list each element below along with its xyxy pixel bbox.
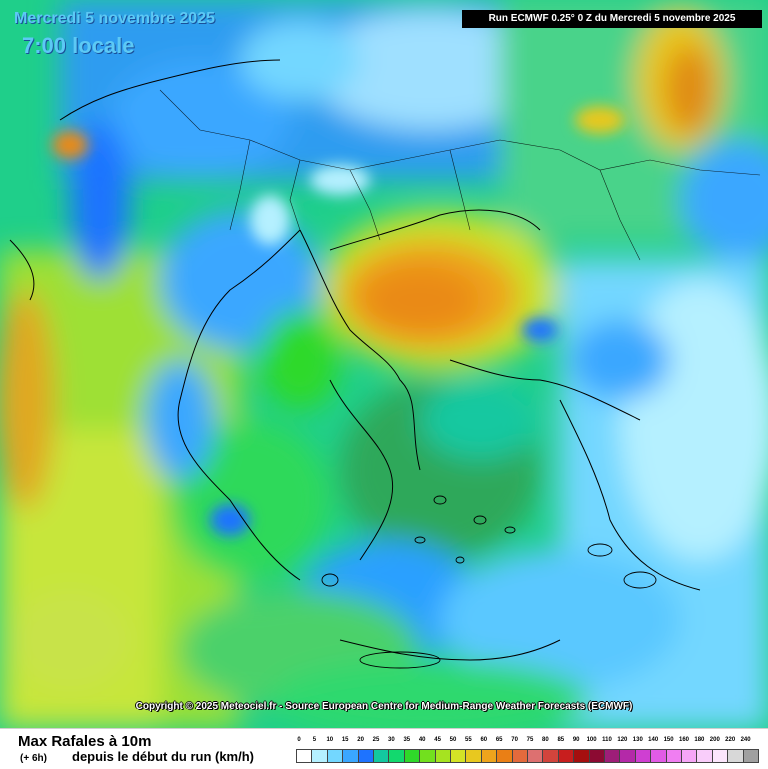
legend-swatch bbox=[434, 749, 451, 763]
borders bbox=[159, 89, 761, 261]
legend-swatch bbox=[665, 749, 682, 763]
gust-detail bbox=[52, 106, 625, 536]
legend-label: 75 bbox=[526, 737, 534, 743]
legend-label: 130 bbox=[632, 737, 643, 743]
legend-swatch bbox=[403, 749, 421, 763]
wind-gust-map: Mercredi 5 novembre 2025 7:00 locale Run… bbox=[0, 0, 768, 728]
legend-label: 60 bbox=[480, 737, 488, 743]
legend-swatch bbox=[711, 749, 729, 763]
legend-swatch bbox=[388, 749, 405, 763]
legend-swatch bbox=[326, 749, 344, 763]
legend-label: 35 bbox=[403, 737, 411, 743]
legend-swatch bbox=[742, 749, 759, 763]
legend-swatch bbox=[511, 749, 528, 763]
islands bbox=[321, 495, 657, 669]
legend-swatch bbox=[465, 749, 482, 763]
legend-swatch bbox=[450, 749, 467, 763]
legend-label: 15 bbox=[341, 737, 349, 743]
forecast-step: (+ 6h) bbox=[20, 753, 47, 764]
legend-swatch bbox=[604, 749, 621, 763]
legend-label: 100 bbox=[586, 737, 597, 743]
legend-swatch bbox=[573, 749, 590, 763]
forecast-time: 7:00 locale bbox=[22, 33, 135, 58]
legend-swatch bbox=[480, 749, 498, 763]
legend-label: 70 bbox=[511, 737, 518, 743]
legend-swatch bbox=[542, 749, 559, 763]
legend-label: 240 bbox=[740, 737, 751, 743]
legend-label: 220 bbox=[725, 737, 736, 743]
legend-swatch bbox=[496, 749, 513, 763]
legend-swatch bbox=[373, 749, 390, 763]
legend-label: 45 bbox=[434, 737, 441, 743]
legend-label: 80 bbox=[542, 737, 549, 743]
legend-label: 140 bbox=[648, 737, 659, 743]
legend-swatch bbox=[419, 749, 436, 763]
map-canvas bbox=[0, 0, 768, 728]
run-info: Run ECMWF 0.25° 0 Z du Mercredi 5 novemb… bbox=[462, 10, 762, 28]
legend-label: 25 bbox=[372, 737, 380, 743]
legend-label: 110 bbox=[602, 737, 612, 743]
legend-swatch bbox=[296, 749, 313, 763]
legend-label: 5 bbox=[312, 737, 317, 743]
legend-swatch bbox=[311, 749, 328, 763]
legend-swatch bbox=[650, 749, 667, 763]
legend-label: 160 bbox=[678, 737, 690, 743]
legend-swatch bbox=[696, 749, 713, 763]
legend-label: 85 bbox=[557, 737, 565, 743]
legend-label: 150 bbox=[663, 737, 674, 743]
legend-swatch bbox=[527, 749, 544, 763]
legend-swatch bbox=[357, 749, 374, 763]
parameter-title: Max Rafales à 10m bbox=[18, 733, 152, 750]
legend-swatch bbox=[342, 749, 359, 763]
legend-label: 30 bbox=[388, 737, 395, 743]
legend-label: 50 bbox=[449, 737, 457, 743]
legend-label: 180 bbox=[694, 737, 705, 743]
legend-label: 20 bbox=[357, 737, 364, 743]
legend-label: 55 bbox=[465, 737, 472, 743]
legend-swatch bbox=[588, 749, 605, 763]
legend-swatch bbox=[557, 749, 575, 763]
legend-label: 10 bbox=[326, 737, 334, 743]
parameter-subtitle: depuis le début du run (km/h) bbox=[72, 749, 254, 764]
legend-swatch bbox=[681, 749, 698, 763]
legend-label: 120 bbox=[617, 737, 628, 743]
legend-label: 40 bbox=[418, 737, 426, 743]
footer: Max Rafales à 10m (+ 6h) depuis le début… bbox=[0, 728, 768, 769]
gust-field bbox=[0, 0, 768, 728]
legend-label: 90 bbox=[572, 737, 580, 743]
legend-label: 0 bbox=[297, 737, 301, 743]
legend-label: 65 bbox=[495, 737, 503, 743]
coastlines bbox=[9, 59, 701, 661]
copyright-notice: Copyright © 2025 Meteociel.fr - Source E… bbox=[135, 701, 633, 712]
legend-label: 200 bbox=[709, 737, 720, 743]
color-legend: 0 5 10 15 20 25 30 35 40 45 50 55 60 65 70 75 80 85 90 100 1… bbox=[296, 737, 759, 767]
legend-swatch bbox=[634, 749, 652, 763]
forecast-date: Mercredi 5 novembre 2025 bbox=[14, 10, 215, 27]
legend-swatch bbox=[727, 749, 744, 763]
legend-swatch bbox=[619, 749, 636, 763]
